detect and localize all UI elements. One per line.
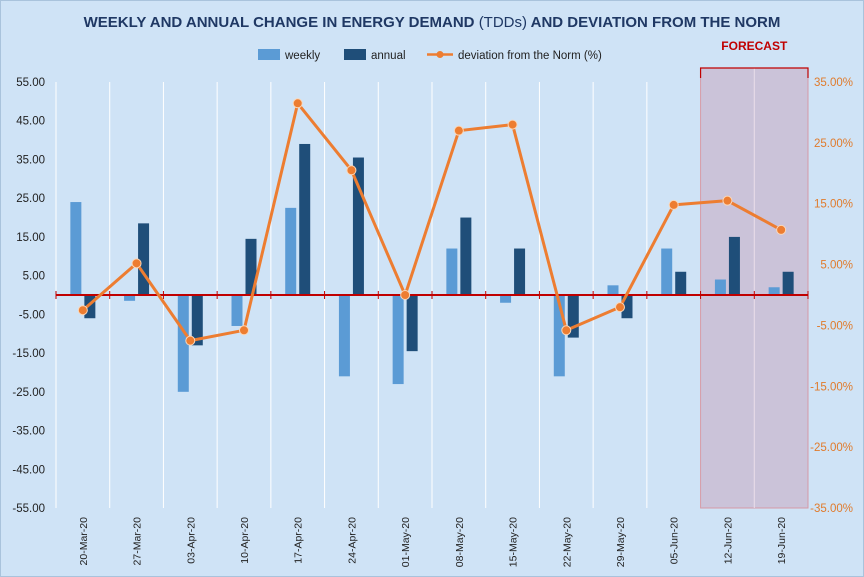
x-tick-label: 10-Apr-20 xyxy=(239,517,251,564)
x-tick-label: 17-Apr-20 xyxy=(293,517,305,564)
y-left-tick-label: -45.00 xyxy=(12,464,45,476)
y-left-tick-label: 5.00 xyxy=(23,271,45,283)
chart-title-main: WEEKLY AND ANNUAL CHANGE IN ENERGY DEMAN… xyxy=(84,14,475,31)
bar-weekly xyxy=(768,287,780,295)
x-tick-label: 24-Apr-20 xyxy=(346,517,358,564)
y-left-tick-label: -55.00 xyxy=(12,503,45,515)
bar-weekly xyxy=(285,207,297,295)
chart-title-end: AND DEVIATION FROM THE NORM xyxy=(531,14,781,31)
bar-weekly xyxy=(661,248,673,295)
x-tick-label: 29-May-20 xyxy=(615,517,627,567)
x-tick-label: 03-Apr-20 xyxy=(185,517,197,564)
x-tick-label: 05-Jun-20 xyxy=(669,517,681,564)
deviation-line-layer xyxy=(77,98,787,346)
bar-weekly xyxy=(553,295,565,377)
bar-weekly xyxy=(177,295,189,392)
y-right-tick-label: -15.00% xyxy=(810,381,853,393)
deviation-line xyxy=(81,101,782,343)
deviation-point xyxy=(668,199,679,210)
bar-annual xyxy=(728,236,740,295)
deviation-point xyxy=(722,195,733,206)
x-tick-label: 19-Jun-20 xyxy=(776,517,788,564)
bar-annual xyxy=(567,295,579,338)
x-tick-label: 22-May-20 xyxy=(561,517,573,567)
bar-annual xyxy=(299,143,311,295)
chart-title-sub: (TDDs) xyxy=(479,14,527,31)
bars-layer xyxy=(70,143,794,392)
bar-annual xyxy=(460,217,472,295)
deviation-point xyxy=(346,165,357,176)
x-tick-label: 08-May-20 xyxy=(454,517,466,567)
legend-label: deviation from the Norm (%) xyxy=(458,50,602,62)
y-right-tick-label: -5.00% xyxy=(817,320,853,332)
forecast-bracket xyxy=(699,67,809,78)
chart-title: WEEKLY AND ANNUAL CHANGE IN ENERGY DEMAN… xyxy=(84,14,781,31)
deviation-point xyxy=(615,302,625,313)
deviation-point xyxy=(131,258,142,269)
y-left-tick-label: -15.00 xyxy=(12,348,45,360)
deviation-point xyxy=(239,325,249,336)
legend-label: weekly xyxy=(284,50,320,62)
deviation-point xyxy=(507,119,518,130)
legend-swatch xyxy=(258,49,280,60)
bar-weekly xyxy=(338,295,350,377)
y-left-tick-label: 45.00 xyxy=(16,116,45,128)
bar-weekly xyxy=(500,295,512,303)
bar-weekly xyxy=(607,285,619,295)
legend: weekly annual deviation from the Norm (%) xyxy=(258,49,602,62)
y-left-tick-label: -5.00 xyxy=(19,309,45,321)
bar-weekly xyxy=(446,248,458,295)
deviation-point xyxy=(400,290,411,300)
bar-annual xyxy=(514,248,526,295)
bar-weekly xyxy=(231,295,243,326)
bar-annual xyxy=(138,223,150,295)
zero-line-layer xyxy=(55,291,809,299)
x-tick-label: 20-Mar-20 xyxy=(78,517,90,566)
bar-annual xyxy=(782,271,794,295)
y-right-tick-label: 35.00% xyxy=(814,77,853,89)
deviation-point xyxy=(77,305,88,316)
axis-labels-layer: 55.00 45.00 35.00 25.00 15.00 5.00 -5.00 -15.00… xyxy=(12,77,853,567)
bar-annual xyxy=(84,295,96,319)
y-right-tick-label: 15.00% xyxy=(814,199,853,211)
y-right-tick-label: -25.00% xyxy=(810,442,853,454)
y-right-tick-label: -35.00% xyxy=(810,503,853,515)
y-left-tick-label: 35.00 xyxy=(16,154,45,166)
y-right-tick-label: 5.00% xyxy=(820,260,853,272)
x-tick-label: 15-May-20 xyxy=(508,517,520,567)
y-left-tick-label: 25.00 xyxy=(16,193,45,205)
x-tick-label: 27-Mar-20 xyxy=(132,517,144,566)
bar-weekly xyxy=(714,279,726,295)
forecast-label: FORECAST xyxy=(721,39,788,53)
legend-marker xyxy=(436,51,444,58)
bar-annual xyxy=(406,295,418,352)
legend-label: annual xyxy=(371,50,406,62)
bar-annual xyxy=(352,157,364,295)
y-right-tick-label: 25.00% xyxy=(814,138,853,150)
deviation-point xyxy=(776,224,787,235)
deviation-point xyxy=(292,98,303,109)
y-left-tick-label: -25.00 xyxy=(12,387,45,399)
bar-annual xyxy=(245,238,257,295)
deviation-point xyxy=(561,325,572,336)
bar-annual xyxy=(621,295,633,319)
bar-weekly xyxy=(124,295,136,301)
x-tick-label: 12-Jun-20 xyxy=(722,517,734,564)
legend-swatch xyxy=(344,49,366,60)
bar-annual xyxy=(191,295,203,346)
deviation-point xyxy=(453,125,464,136)
y-left-tick-label: 15.00 xyxy=(16,232,45,244)
bar-weekly xyxy=(70,202,82,295)
y-left-tick-label: 55.00 xyxy=(16,77,45,89)
y-left-tick-label: -35.00 xyxy=(12,426,45,438)
bar-annual xyxy=(675,271,687,295)
deviation-point xyxy=(185,335,196,346)
bar-weekly xyxy=(392,295,404,385)
x-tick-label: 01-May-20 xyxy=(400,517,412,567)
